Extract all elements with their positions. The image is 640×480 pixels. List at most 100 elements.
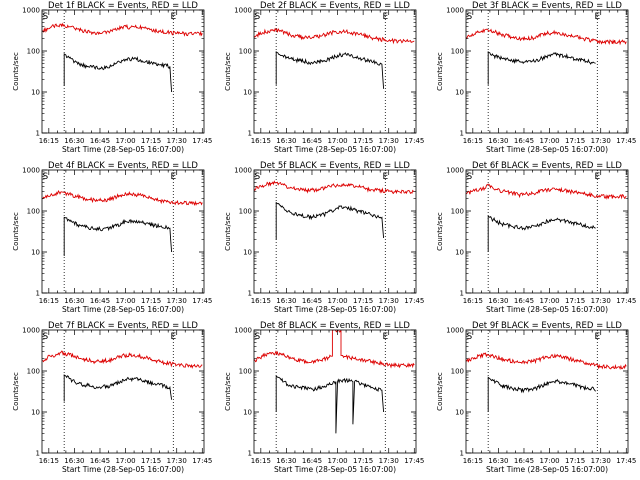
lld-series bbox=[466, 28, 627, 46]
y-tick-label: 10 bbox=[455, 249, 464, 257]
x-tick-label: 17:45 bbox=[404, 137, 424, 145]
events-series bbox=[63, 374, 173, 402]
x-tick-label: 17:00 bbox=[327, 297, 347, 305]
events-series bbox=[63, 53, 173, 93]
panel-p6: Det 6f BLACK = Events, RED = LLD 1 10 100 10… bbox=[436, 161, 636, 314]
lld-series bbox=[42, 189, 203, 206]
x-tick-label: 17:45 bbox=[616, 457, 636, 465]
x-tick-label: 17:00 bbox=[327, 137, 347, 145]
panel-p9: Det 9f BLACK = Events, RED = LLD 1 10 100 10… bbox=[436, 321, 636, 474]
y-tick-label: 100 bbox=[239, 368, 252, 376]
marker-e: E bbox=[594, 172, 600, 182]
x-tick-label: 16:15 bbox=[39, 137, 59, 145]
x-tick-label: 16:30 bbox=[276, 457, 296, 465]
plot-frame bbox=[41, 329, 205, 454]
y-tick-label: 10 bbox=[455, 89, 464, 97]
lld-series bbox=[254, 180, 415, 195]
marker-e: E bbox=[382, 12, 388, 22]
y-tick-label: 1 bbox=[248, 130, 252, 138]
x-tick-label: 17:30 bbox=[591, 297, 611, 305]
y-tick-label: 1 bbox=[36, 130, 40, 138]
y-tick-label: 1 bbox=[248, 290, 252, 298]
x-tick-label: 17:15 bbox=[353, 137, 373, 145]
y-axis-label: Counts/sec bbox=[12, 372, 20, 411]
events-series bbox=[63, 216, 173, 256]
y-tick-label: 100 bbox=[451, 48, 464, 56]
y-axis-label: Counts/sec bbox=[224, 52, 232, 91]
events-series bbox=[275, 375, 385, 434]
x-axis-label: Start Time (28-Sep-05 16:07:00) bbox=[486, 145, 608, 154]
events-series bbox=[487, 376, 596, 412]
plot-frame bbox=[253, 169, 417, 294]
plot-frame bbox=[465, 9, 629, 134]
y-tick-label: 1 bbox=[248, 450, 252, 458]
y-tick-label: 10 bbox=[243, 409, 252, 417]
y-axis-label: Counts/sec bbox=[224, 372, 232, 411]
y-tick-label: 1000 bbox=[234, 167, 252, 175]
panel-title: Det 8f BLACK = Events, RED = LLD bbox=[260, 321, 410, 331]
y-tick-label: 100 bbox=[239, 48, 252, 56]
y-tick-label: 10 bbox=[31, 89, 40, 97]
x-tick-label: 16:15 bbox=[251, 297, 271, 305]
marker-e: E bbox=[382, 172, 388, 182]
x-tick-label: 16:45 bbox=[514, 457, 534, 465]
x-tick-label: 17:00 bbox=[115, 137, 135, 145]
x-tick-label: 17:30 bbox=[167, 137, 187, 145]
x-tick-label: 16:30 bbox=[64, 137, 84, 145]
x-tick-label: 17:45 bbox=[404, 457, 424, 465]
x-tick-label: 16:15 bbox=[251, 457, 271, 465]
x-tick-label: 17:45 bbox=[404, 297, 424, 305]
marker-s: S bbox=[43, 332, 49, 342]
panel-title: Det 7f BLACK = Events, RED = LLD bbox=[48, 321, 198, 331]
x-tick-label: 17:30 bbox=[591, 137, 611, 145]
x-tick-label: 16:30 bbox=[64, 297, 84, 305]
panel-title: Det 9f BLACK = Events, RED = LLD bbox=[472, 321, 622, 331]
y-axis-label: Counts/sec bbox=[436, 212, 444, 251]
plot-frame bbox=[41, 9, 205, 134]
y-tick-label: 1000 bbox=[446, 167, 464, 175]
y-tick-label: 1000 bbox=[446, 7, 464, 15]
y-tick-label: 1000 bbox=[446, 327, 464, 335]
marker-e: E bbox=[170, 12, 176, 22]
lld-series bbox=[254, 330, 415, 369]
x-tick-label: 16:15 bbox=[463, 137, 483, 145]
marker-e: E bbox=[594, 332, 600, 342]
y-tick-label: 10 bbox=[455, 409, 464, 417]
marker-e: E bbox=[170, 172, 176, 182]
x-tick-label: 17:00 bbox=[327, 457, 347, 465]
x-tick-label: 16:45 bbox=[302, 457, 322, 465]
x-tick-label: 16:30 bbox=[276, 137, 296, 145]
x-tick-label: 17:45 bbox=[192, 297, 212, 305]
x-tick-label: 17:15 bbox=[565, 137, 585, 145]
x-tick-label: 17:00 bbox=[539, 457, 559, 465]
x-tick-label: 16:45 bbox=[514, 137, 534, 145]
events-series bbox=[275, 201, 385, 240]
panel-p7: Det 7f BLACK = Events, RED = LLD 1 10 100 10… bbox=[12, 321, 212, 474]
x-tick-label: 16:45 bbox=[514, 297, 534, 305]
x-tick-label: 16:30 bbox=[488, 457, 508, 465]
x-tick-label: 16:15 bbox=[463, 457, 483, 465]
x-tick-label: 17:15 bbox=[565, 297, 585, 305]
y-tick-label: 1 bbox=[460, 290, 464, 298]
x-axis-label: Start Time (28-Sep-05 16:07:00) bbox=[62, 305, 184, 314]
x-tick-label: 17:30 bbox=[379, 457, 399, 465]
plot-frame bbox=[465, 169, 629, 294]
x-tick-label: 17:30 bbox=[167, 457, 187, 465]
marker-e: E bbox=[382, 332, 388, 342]
plot-frame bbox=[41, 169, 205, 294]
x-tick-label: 17:45 bbox=[616, 137, 636, 145]
y-tick-label: 1 bbox=[36, 450, 40, 458]
marker-s: S bbox=[43, 12, 49, 22]
x-tick-label: 16:15 bbox=[39, 297, 59, 305]
x-tick-label: 17:30 bbox=[167, 297, 187, 305]
marker-s: S bbox=[255, 12, 261, 22]
y-tick-label: 1 bbox=[460, 450, 464, 458]
y-tick-label: 100 bbox=[27, 368, 40, 376]
plot-frame bbox=[253, 329, 417, 454]
marker-s: S bbox=[467, 12, 473, 22]
marker-e: E bbox=[170, 332, 176, 342]
y-tick-label: 1000 bbox=[234, 327, 252, 335]
panel-p5: Det 5f BLACK = Events, RED = LLD 1 10 100 10… bbox=[224, 161, 424, 314]
y-tick-label: 100 bbox=[239, 208, 252, 216]
x-tick-label: 16:30 bbox=[488, 297, 508, 305]
